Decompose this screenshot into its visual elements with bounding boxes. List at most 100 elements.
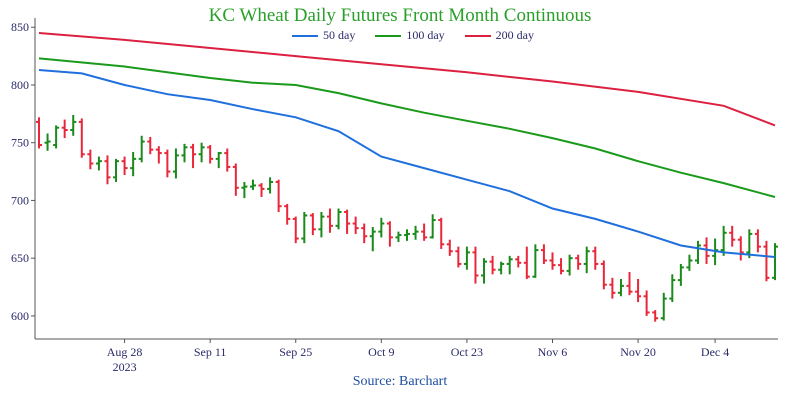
ohlc-bar [335,208,342,230]
ohlc-bar [224,148,231,172]
ohlc-bar [318,211,325,238]
chart-title: KC Wheat Daily Futures Front Month Conti… [208,5,592,26]
ohlc-bar [104,155,111,185]
ohlc-bar [395,231,402,243]
ohlc-bar [746,229,753,259]
ohlc-bar [412,225,419,240]
ohlc-bar [78,118,85,158]
ohlc-bar [232,163,239,196]
ohlc-bar [147,136,154,155]
ohlc-bar [369,226,376,252]
ohlc-bar [626,272,633,296]
moving-average-lines [38,32,776,258]
ohlc-bar [155,146,162,164]
legend-item-200-day: 200 day [464,28,534,43]
ohlc-bar [686,254,693,271]
legend-item-50-day: 50 day [292,28,355,43]
ohlc-bar [172,148,179,179]
y-tick-label: 700 [11,193,29,207]
ohlc-bar [215,151,222,169]
ohlc-bar [729,225,736,247]
ohlc-bar [575,254,582,270]
x-tick-sublabel: 2023 [113,360,137,374]
ohlc-bar [558,258,565,275]
ohlc-bar [463,246,470,270]
ohlc-bar [121,156,128,176]
ohlc-bar [772,243,778,281]
y-tick-label: 750 [11,136,29,150]
y-tick-label: 800 [11,78,29,92]
ohlc-bar [438,217,445,249]
ohlc-bar [592,246,599,270]
ohlc-bar [267,177,274,194]
ohlc-bar [763,240,770,282]
ohlc-bar [130,151,137,177]
ohlc-bar [583,246,590,274]
ohlc-bar [455,246,462,268]
x-tick-label: Aug 28 [107,345,143,359]
ohlc-bar [198,142,205,163]
ohlc-bar [284,203,291,225]
ohlc-bar [326,208,333,233]
ohlc-bar [361,223,368,244]
ohlc-bar [258,183,265,197]
ohlc-bar [489,255,496,275]
ohlc-bar [301,211,308,244]
ohlc-bar [404,229,410,241]
ohlc-bar [36,117,42,149]
ohlc-bar [566,254,573,276]
ohlc-bar [207,145,214,164]
ohlc-bar [549,252,556,270]
x-tick-label: Sep 11 [194,345,227,359]
y-tick-label: 600 [11,309,29,323]
legend-label-200-day: 200 day [495,28,534,42]
y-tick-label: 650 [11,251,29,265]
ohlc-bar [241,181,248,199]
x-tick-label: Oct 9 [368,345,394,359]
ohlc-bar [515,255,522,268]
ohlc-bar [70,114,77,136]
ohlc-bar [113,158,120,182]
ohlc-bar [669,274,676,303]
ohlc-bar [292,216,299,244]
ohlc-bar [61,119,68,139]
y-axis-ticks: 600 650 700 750 800 850 [11,20,35,323]
ohlc-bar [617,278,624,297]
ohlc-bar [309,213,316,236]
ohlc-bar [498,261,505,275]
ohlc-bar [386,221,393,247]
ohlc-bar [44,133,51,151]
legend-swatch-200-day [464,34,491,37]
ohlc-bar [181,143,188,163]
ohlc-bar [481,258,488,284]
ohlc-bar [164,149,171,178]
ohlc-bar [635,278,642,303]
legend-label-50-day: 50 day [323,28,356,42]
ohlc-bar [275,179,282,212]
ohlc-bar [95,156,102,171]
ohlc-bar [87,149,94,170]
x-tick-label: Nov 6 [538,345,568,359]
ohlc-bar [677,263,684,286]
ohlc-bar [429,214,436,239]
ohlc-bar [506,255,513,275]
ohlc-bar [344,209,351,234]
ohlc-bar [694,240,701,264]
ohlc-bar [249,179,256,191]
legend-swatch-100-day [375,34,402,37]
legend: 50 day 100 day 200 day [292,28,534,43]
ohlc-bar [378,217,385,238]
ohlc-bar [609,277,616,299]
legend-item-100-day: 100 day [375,28,445,43]
ohlc-bar [720,225,727,256]
ma-line-200-day [38,32,776,127]
legend-label-100-day: 100 day [406,28,445,42]
ma-line-50-day [38,69,776,258]
x-tick-label: Sep 25 [279,345,312,359]
ohlc-bar [190,143,197,169]
ohlc-bar [660,292,667,321]
ohlc-bar [352,216,359,234]
ohlc-bar [532,244,539,278]
